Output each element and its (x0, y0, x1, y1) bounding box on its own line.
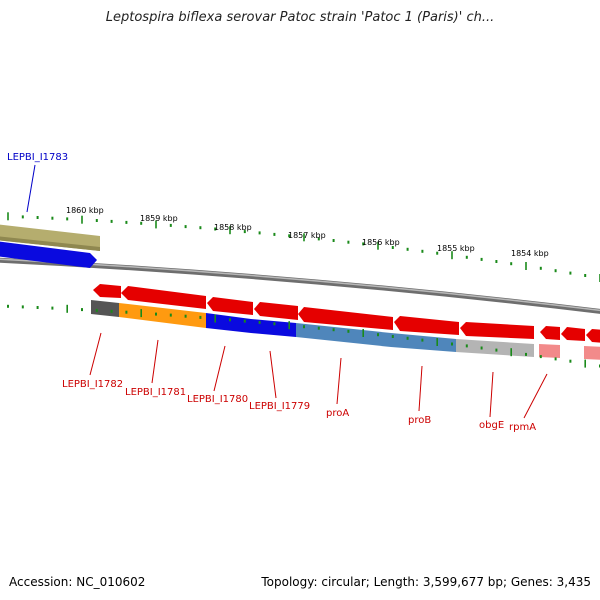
scale-label-1860: 1860 kbp (66, 206, 104, 215)
label-LEPBI_I1782[interactable]: LEPBI_I1782 (62, 379, 123, 390)
scale-label-1857: 1857 kbp (288, 231, 326, 240)
scale-label-1859: 1859 kbp (140, 214, 178, 223)
reverse-gene-row (91, 300, 600, 360)
cds-arrow[interactable] (298, 307, 393, 330)
feature-rpmA[interactable] (539, 344, 560, 358)
outer-scale-ticks (7, 212, 600, 282)
label-obgE[interactable]: obgE (479, 420, 504, 431)
cds-arrow[interactable] (460, 322, 534, 339)
label-leader-obgE (489, 371, 494, 418)
map-title: Leptospira biflexa serovar Patoc strain … (105, 10, 495, 25)
label-leader-LEPBI_I1782 (89, 332, 102, 376)
label-proB[interactable]: proB (408, 415, 431, 426)
label-leader-LEPBI_I1779 (269, 350, 277, 399)
feature-LEPBI_I1780[interactable] (206, 313, 251, 333)
feature-LEPBI_I1783-shade (0, 236, 100, 251)
label-leader-LEPBI_I1780 (213, 345, 226, 392)
inner-scale-ticks (7, 304, 600, 368)
scale-label-1854: 1854 kbp (511, 249, 549, 258)
label-leader-proA (336, 357, 342, 405)
cds-arrow[interactable] (586, 329, 600, 343)
accession-text: Accession: NC_010602 (9, 575, 146, 589)
scale-label-1855: 1855 kbp (437, 244, 475, 253)
label-leader-LEPBI_I1783 (26, 164, 36, 213)
cds-arrow[interactable] (394, 316, 459, 335)
scale-label-1858: 1858 kbp (214, 223, 252, 232)
label-proA[interactable]: proA (326, 408, 349, 419)
cds-arrow[interactable] (207, 297, 253, 315)
reverse-label-leaders (89, 332, 548, 419)
label-leader-rpmA (523, 373, 548, 419)
label-rpmA[interactable]: rpmA (509, 422, 536, 433)
cds-arrow[interactable] (561, 327, 585, 341)
feature-LEPBI_I1779[interactable] (251, 319, 296, 337)
label-LEPBI_I1780[interactable]: LEPBI_I1780 (187, 394, 248, 405)
feature-obgE[interactable] (456, 339, 534, 357)
feature-pink-partial[interactable] (584, 346, 600, 360)
label-LEPBI_I1779[interactable]: LEPBI_I1779 (249, 401, 310, 412)
scale-label-1856: 1856 kbp (362, 238, 400, 247)
label-leader-LEPBI_I1781 (151, 339, 159, 384)
reverse-cds-row (93, 284, 600, 343)
label-LEPBI_I1781[interactable]: LEPBI_I1781 (125, 387, 186, 398)
label-leader-proB (418, 365, 423, 412)
cds-arrow[interactable] (121, 286, 206, 309)
feature-proB[interactable] (391, 333, 456, 352)
cds-arrow[interactable] (540, 326, 560, 340)
topology-text: Topology: circular; Length: 3,599,677 bp… (261, 575, 591, 589)
cds-arrow[interactable] (254, 302, 298, 320)
feature-forward-blue-cds[interactable] (0, 241, 97, 268)
feature-LEPBI_I1782[interactable] (91, 300, 119, 317)
cds-arrow[interactable] (93, 284, 121, 298)
label-LEPBI_I1783[interactable]: LEPBI_I1783 (7, 152, 68, 163)
